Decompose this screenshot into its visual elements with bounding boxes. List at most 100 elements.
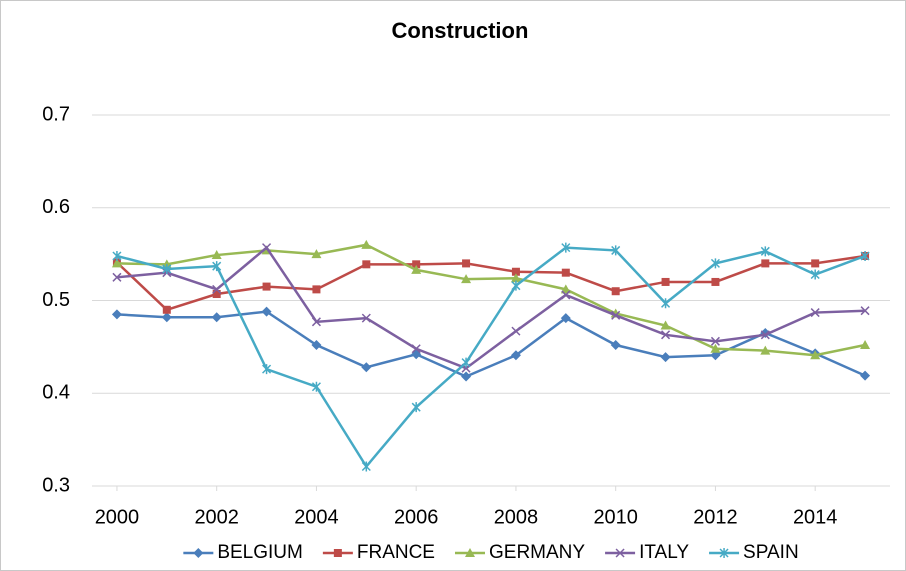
marker	[611, 287, 620, 296]
marker	[361, 461, 371, 472]
x-tick-label: 2010	[593, 506, 638, 528]
x-tick-label: 2002	[194, 506, 239, 528]
marker	[411, 344, 421, 354]
marker	[710, 258, 720, 269]
marker	[311, 340, 322, 351]
marker	[560, 284, 571, 294]
marker	[212, 284, 222, 294]
marker	[162, 305, 171, 314]
y-tick-label: 0.3	[42, 474, 70, 496]
marker	[262, 364, 272, 375]
series-line	[116, 245, 866, 370]
marker	[611, 245, 621, 256]
marker	[615, 548, 625, 558]
x-tick-label: 2004	[294, 506, 339, 528]
marker	[262, 243, 272, 253]
marker	[761, 259, 770, 268]
marker	[561, 268, 570, 277]
marker	[261, 306, 272, 317]
marker	[561, 290, 571, 300]
marker	[464, 548, 475, 557]
marker	[561, 242, 571, 253]
marker	[311, 381, 321, 392]
marker	[511, 326, 521, 336]
marker	[112, 250, 122, 261]
marker	[710, 343, 721, 353]
marker	[111, 258, 122, 268]
marker	[361, 239, 372, 249]
y-tick-label: 0.5	[42, 289, 70, 311]
marker	[262, 282, 271, 291]
marker	[361, 313, 371, 323]
marker	[411, 264, 422, 274]
y-tick-label: 0.7	[42, 103, 70, 125]
series-line	[116, 243, 866, 357]
marker	[661, 277, 670, 286]
legend-label: FRANCE	[357, 542, 435, 563]
marker	[511, 280, 521, 291]
marker	[711, 277, 720, 286]
legend-label: GERMANY	[489, 542, 585, 563]
x-tick-label: 2012	[693, 506, 738, 528]
marker	[710, 336, 720, 346]
x-tick-label: 2000	[95, 506, 140, 528]
marker	[760, 345, 771, 355]
marker	[810, 269, 820, 280]
y-tick-label: 0.6	[42, 196, 70, 218]
legend-label: ITALY	[639, 542, 689, 563]
marker	[333, 549, 342, 557]
marker	[510, 273, 521, 283]
marker	[112, 272, 122, 282]
marker	[212, 261, 222, 272]
legend-label: BELGIUM	[217, 542, 303, 563]
marker	[661, 330, 671, 340]
marker	[461, 274, 472, 284]
marker	[412, 260, 421, 269]
marker	[560, 313, 571, 324]
series-line	[116, 254, 866, 312]
marker	[810, 308, 820, 318]
marker	[660, 352, 671, 363]
marker	[461, 371, 472, 382]
chart-title: Construction	[392, 18, 529, 43]
marker	[211, 250, 222, 260]
marker	[860, 250, 870, 261]
marker	[661, 298, 671, 309]
marker	[212, 290, 221, 299]
marker	[193, 548, 204, 558]
marker	[311, 249, 322, 259]
marker	[810, 350, 821, 360]
y-tick-label: 0.4	[42, 382, 70, 404]
marker	[611, 310, 621, 320]
marker	[462, 259, 471, 268]
marker	[860, 340, 871, 350]
marker	[660, 320, 671, 330]
marker	[411, 402, 421, 413]
marker	[311, 317, 321, 327]
marker	[760, 330, 770, 340]
marker	[510, 350, 521, 361]
marker	[162, 263, 172, 274]
marker	[860, 306, 870, 316]
marker	[760, 246, 770, 257]
marker	[362, 260, 371, 269]
marker	[111, 309, 122, 320]
marker	[719, 548, 729, 558]
marker	[860, 370, 871, 381]
marker	[312, 285, 321, 294]
marker	[811, 259, 820, 268]
marker	[361, 362, 372, 373]
x-tick-label: 2006	[394, 506, 439, 528]
series-line	[116, 310, 866, 378]
marker	[511, 267, 520, 276]
marker	[211, 312, 222, 323]
marker	[161, 312, 172, 323]
x-tick-label: 2014	[793, 506, 838, 528]
x-tick-label: 2008	[494, 506, 539, 528]
legend-label: SPAIN	[743, 542, 799, 563]
marker	[461, 357, 471, 368]
legend: BELGIUM FRANCE GERMANY ITALY SPAIN	[183, 542, 799, 563]
